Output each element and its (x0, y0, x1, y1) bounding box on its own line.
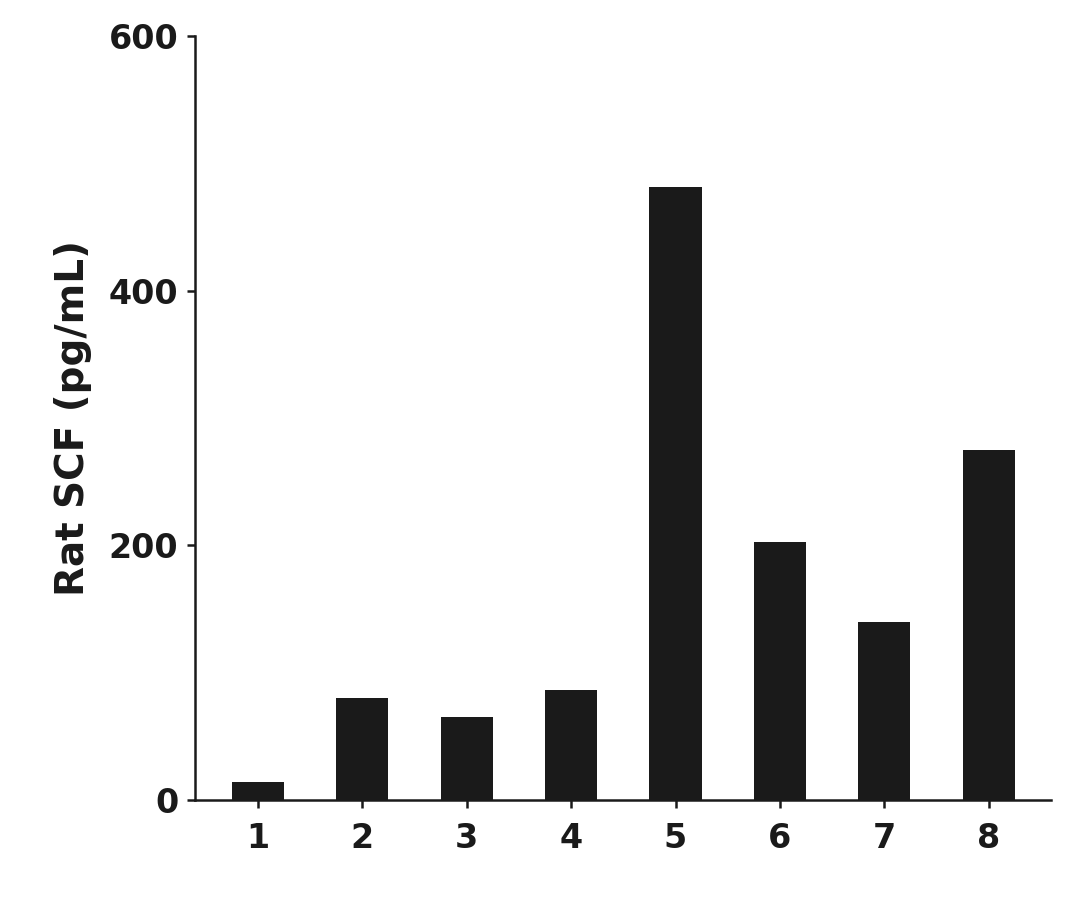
Bar (545, 691, 597, 800)
Y-axis label: Rat SCF (pg/mL): Rat SCF (pg/mL) (54, 240, 92, 596)
Bar (649, 187, 701, 800)
Bar (859, 622, 911, 800)
Bar (753, 542, 806, 800)
Bar (232, 782, 284, 800)
Bar (336, 698, 388, 800)
Bar (963, 450, 1015, 800)
Bar (440, 717, 493, 800)
